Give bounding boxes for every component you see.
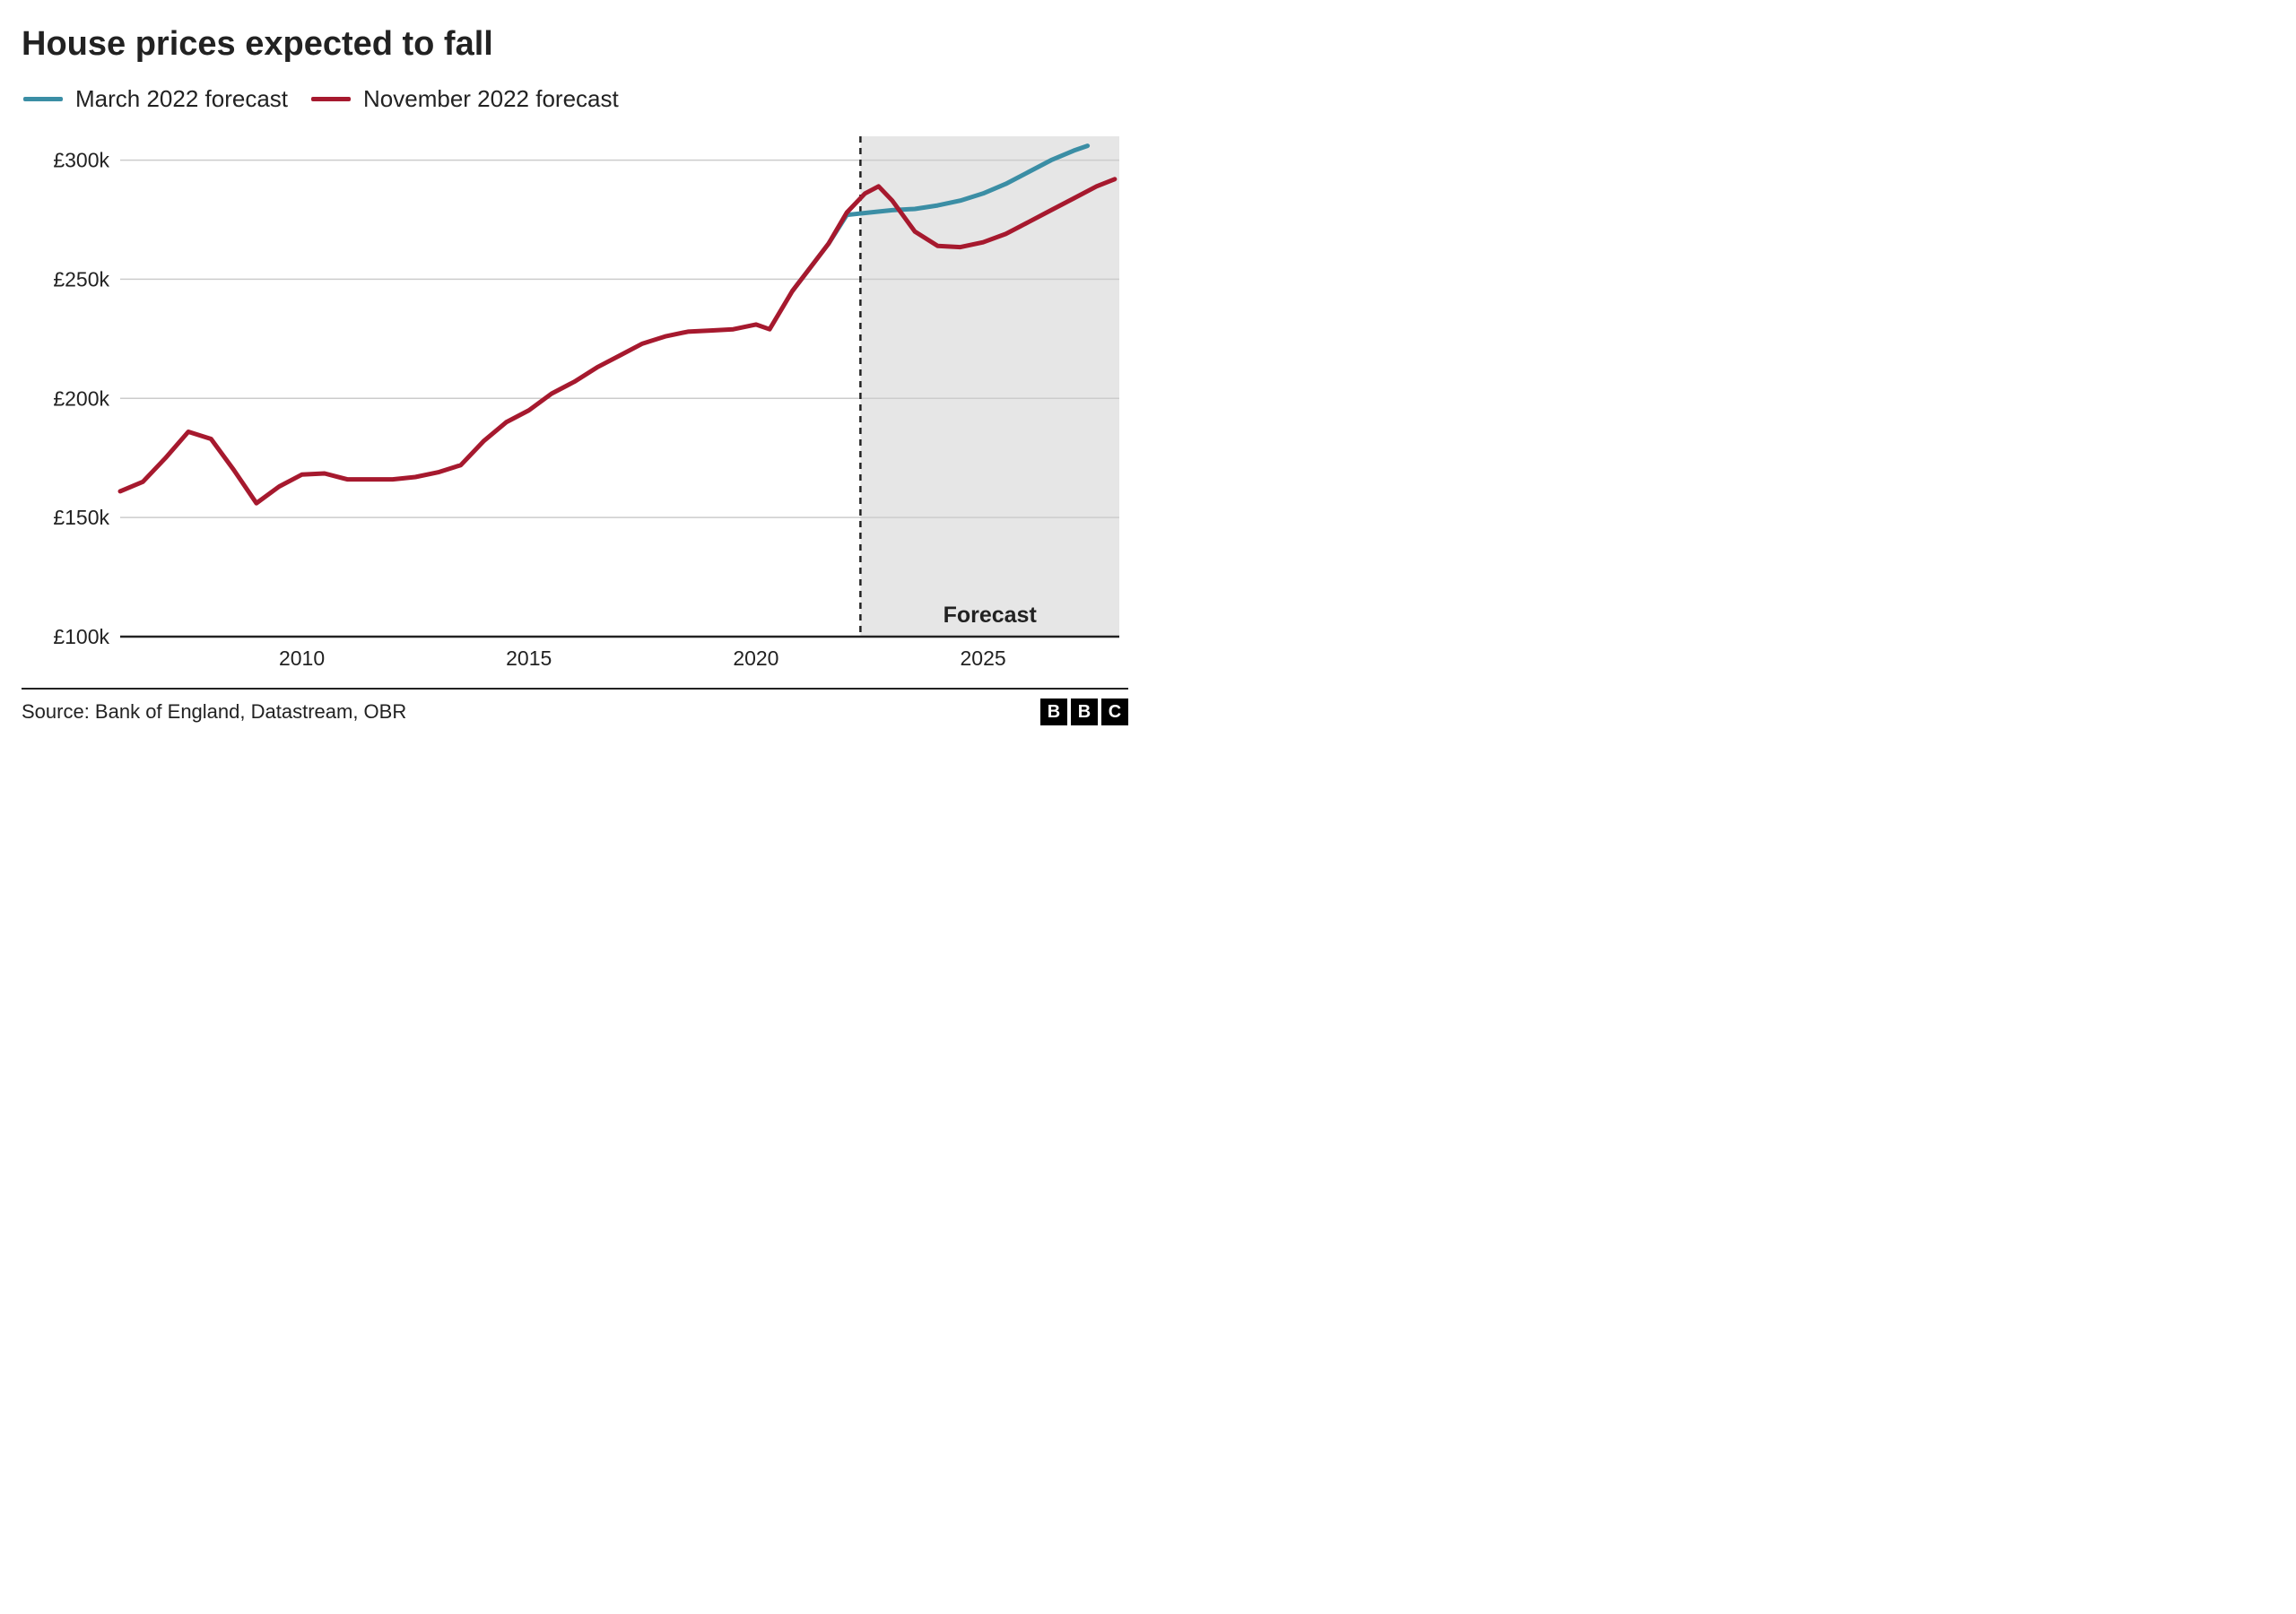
forecast-label: Forecast [944,603,1038,628]
x-tick-label: 2025 [961,646,1006,670]
legend-swatch-november [311,97,351,101]
source-text: Source: Bank of England, Datastream, OBR [22,700,406,724]
legend-swatch-march [23,97,63,101]
bbc-box-2: B [1071,699,1098,725]
y-tick-label: £200k [53,386,109,410]
legend-label-november: November 2022 forecast [363,85,619,113]
x-tick-label: 2015 [506,646,552,670]
footer: Source: Bank of England, Datastream, OBR… [22,688,1128,725]
legend-label-march: March 2022 forecast [75,85,288,113]
chart-area: £100k £150k £200k £250k £300k 2010 2015 2020 202… [22,129,1128,681]
y-tick-label: £250k [53,267,109,291]
x-tick-label: 2020 [733,646,778,670]
x-tick-label: 2010 [279,646,325,670]
y-tick-label: £300k [53,149,109,172]
y-tick-label: £150k [53,506,109,529]
legend-item-march: March 2022 forecast [23,85,288,113]
bbc-box-3: C [1101,699,1128,725]
bbc-logo: B B C [1040,699,1128,725]
legend-item-november: November 2022 forecast [311,85,619,113]
chart-title: House prices expected to fall [22,25,1128,64]
legend: March 2022 forecast November 2022 foreca… [23,85,1128,113]
bbc-box-1: B [1040,699,1067,725]
y-tick-label: £100k [53,625,109,648]
line-chart-svg: £100k £150k £200k £250k £300k 2010 2015 2020 202… [22,129,1128,676]
